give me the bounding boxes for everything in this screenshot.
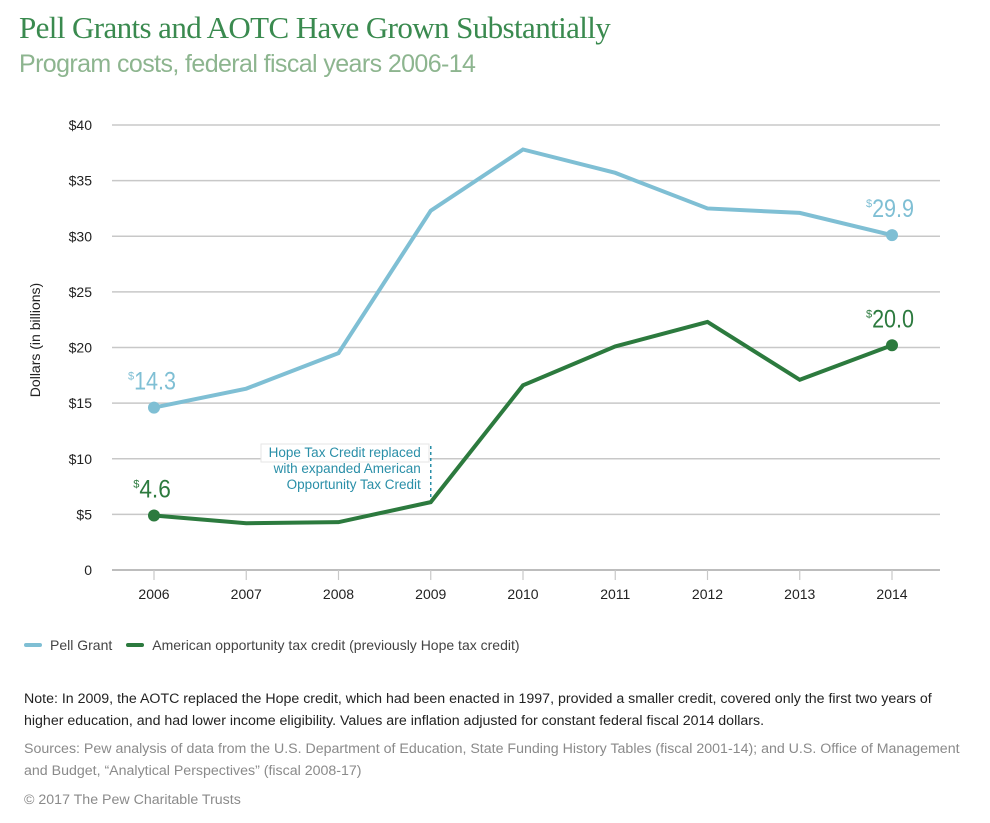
y-tick-label: $40 [69,117,93,133]
data-label: $14.3 [128,368,176,396]
x-tick-label: 2013 [784,586,815,602]
x-tick-label: 2006 [138,586,169,602]
y-tick-label: 0 [84,562,92,578]
x-tick-label: 2012 [692,586,723,602]
chart-title: Pell Grants and AOTC Have Grown Substant… [19,10,611,45]
legend-item-aotc: American opportunity tax credit (previou… [126,637,520,653]
data-labels: $14.3 $29.9 $4.6 $20.0 [128,195,914,503]
x-axis-ticks: 2006 2007 2008 2009 2010 2011 2012 2013 2014 [138,570,908,602]
gridlines [112,124,940,571]
x-tick-label: 2014 [876,586,907,602]
x-tick-label: 2011 [600,586,630,602]
y-tick-label: $30 [69,228,93,244]
copyright-text: © 2017 The Pew Charitable Trusts [24,792,241,808]
x-tick-label: 2007 [231,586,262,602]
data-point [886,229,898,242]
data-point [148,401,160,414]
line-chart: 0$5$10$15$20$25$30$35$40 2006 2007 2008 200… [27,117,940,602]
y-tick-label: $5 [76,506,92,522]
y-tick-label: $10 [69,451,93,467]
chart-subtitle: Program costs, federal fiscal years 2006… [19,50,476,78]
y-tick-label: $35 [69,173,93,189]
annotation-box [260,443,430,463]
legend-swatch-pell [24,643,42,647]
annotation-text-line: Hope Tax Credit replaced [269,445,421,460]
data-label: $29.9 [866,195,914,223]
y-axis-label: Dollars (in billions) [27,283,43,397]
legend-label-aotc: American opportunity tax credit (previou… [152,637,520,653]
series-line-aotc [153,319,893,526]
data-label: $20.0 [866,305,914,333]
y-tick-label: $15 [69,395,93,411]
legend-item-pell: Pell Grant [24,637,112,653]
data-point [886,339,898,352]
legend-swatch-aotc [126,643,145,647]
annotation-text-line: Opportunity Tax Credit [287,477,421,492]
legend-label-pell: Pell Grant [50,637,113,653]
annotation-text-line: with expanded American [273,461,421,476]
note-text: Note: In 2009, the AOTC replaced the Hop… [24,691,932,729]
data-point [148,509,160,522]
sources-text: Sources: Pew analysis of data from the U… [24,741,960,779]
y-tick-label: $25 [69,284,93,300]
data-label: $4.6 [133,475,171,503]
x-tick-label: 2009 [415,586,446,602]
y-axis-ticks: 0 $5 $10 $15 $20 $25 $30 $35 $40 [69,117,93,578]
y-tick-label: $20 [69,340,93,356]
x-tick-label: 2008 [323,586,354,602]
legend: Pell Grant American opportunity tax cred… [24,637,534,653]
x-tick-label: 2010 [507,586,538,602]
series-group [148,147,898,526]
